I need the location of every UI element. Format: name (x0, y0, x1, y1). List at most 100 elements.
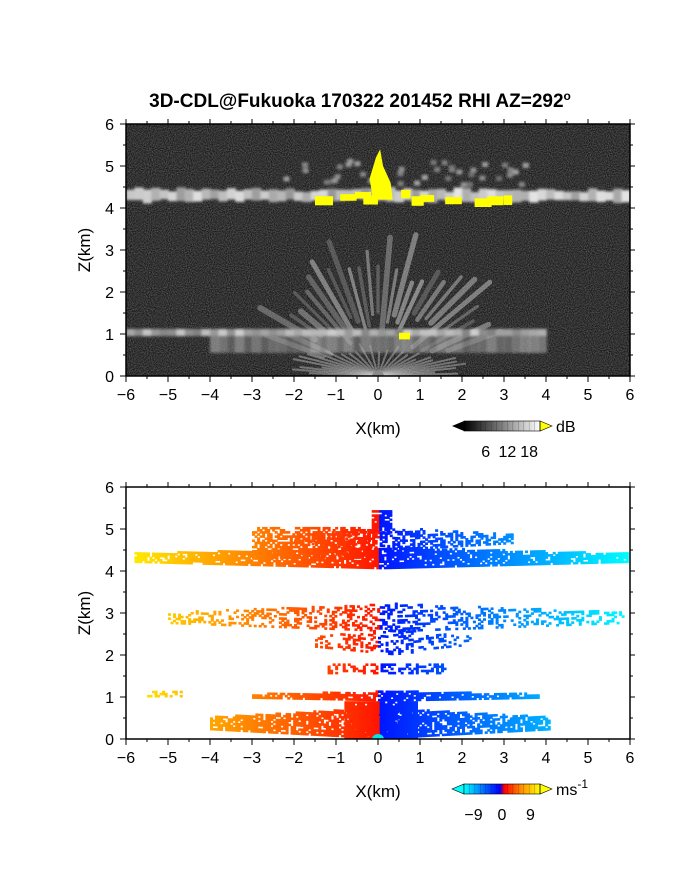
y-tick-label: 4 (105, 201, 114, 218)
velocity-cell (446, 716, 450, 720)
velocity-cell (428, 669, 432, 673)
velocity-cell (276, 610, 280, 614)
upper-layer-left-shelf (252, 526, 371, 559)
velocity-cell (420, 603, 424, 607)
velocity-cell (346, 720, 350, 723)
velocity-cell (260, 720, 264, 723)
velocity-cell (401, 557, 405, 561)
velocity-cell (379, 510, 383, 513)
velocity-cell (582, 557, 586, 560)
velocity-cell (182, 551, 186, 554)
velocity-cell (257, 553, 261, 556)
velocity-cell (414, 714, 418, 717)
velocity-cell (327, 533, 331, 536)
velocity-cell (277, 552, 281, 555)
velocity-cell (292, 545, 296, 549)
velocity-cell (385, 692, 389, 696)
velocity-cell (313, 724, 317, 728)
velocity-cell (352, 646, 356, 650)
velocity-cell (454, 558, 458, 562)
velocity-cell (515, 612, 519, 616)
velocity-cell (336, 730, 340, 733)
velocity-cell (449, 729, 453, 732)
velocity-cell (315, 645, 319, 648)
velocity-cell (315, 563, 319, 566)
velocity-cell (482, 555, 486, 559)
core-speck (401, 189, 411, 199)
velocity-cell (449, 565, 453, 568)
velocity-cell (548, 615, 552, 619)
echo-cell (134, 328, 144, 337)
velocity-cell (436, 550, 440, 554)
velocity-cell (405, 645, 409, 648)
velocity-cell (435, 617, 439, 621)
velocity-cell (374, 533, 378, 537)
velocity-cell (397, 625, 401, 629)
velocity-cell (456, 718, 460, 721)
velocity-cell (381, 554, 385, 557)
velocity-cell (357, 532, 361, 536)
velocity-cell (409, 566, 413, 569)
velocity-cell (311, 542, 315, 546)
velocity-cell (312, 693, 316, 696)
velocity-cell (491, 695, 495, 698)
velocity-cell (303, 558, 307, 562)
velocity-cell (310, 560, 314, 564)
velocity-cell (346, 728, 350, 732)
velocity-cell (344, 718, 348, 721)
velocity-cell (359, 726, 363, 729)
velocity-cell (495, 619, 499, 623)
velocity-cell (497, 549, 501, 552)
velocity-cell (337, 550, 341, 553)
velocity-cell (398, 669, 402, 673)
y-tick-label: 3 (105, 243, 114, 260)
velocity-cell (294, 609, 298, 612)
velocity-cell (459, 724, 463, 727)
velocity-cell (451, 564, 455, 568)
velocity-cell (497, 551, 501, 554)
velocity-cell (408, 696, 412, 700)
velocity-cell (497, 553, 501, 556)
velocity-cell (600, 559, 604, 562)
velocity-cell (227, 558, 231, 562)
velocity-cell (335, 550, 339, 553)
velocity-cell (212, 558, 216, 561)
velocity-cell (352, 634, 356, 637)
velocity-cell (364, 720, 368, 723)
velocity-cell (439, 727, 443, 731)
velocity-cell (458, 691, 462, 695)
echo-cell (252, 328, 262, 337)
velocity-cell (362, 618, 366, 621)
velocity-cell (482, 716, 486, 720)
velocity-cell (621, 615, 625, 618)
velocity-cell (517, 727, 521, 731)
velocity-cell (464, 558, 468, 561)
echo-cell (604, 191, 615, 201)
velocity-cell (552, 551, 556, 555)
velocity-cell (403, 667, 407, 671)
velocity-cell (433, 698, 437, 701)
velocity-cell (175, 621, 179, 625)
velocity-cell (509, 555, 513, 558)
velocity-cell (312, 533, 316, 536)
velocity-cell (427, 533, 431, 537)
velocity-cell (254, 545, 258, 549)
velocity-cell (399, 551, 403, 555)
velocity-cell (391, 564, 395, 568)
velocity-cell (540, 611, 544, 615)
velocity-cell (342, 550, 346, 553)
velocity-cell (411, 565, 415, 569)
velocity-cell (260, 722, 264, 725)
velocity-cell (298, 715, 302, 719)
velocity-cell (439, 731, 443, 735)
velocity-cell (568, 623, 572, 627)
velocity-cell (502, 719, 506, 723)
velocity-cell (228, 623, 232, 627)
velocity-cell (341, 538, 345, 541)
velocity-cell (275, 712, 279, 716)
velocity-cell (469, 562, 473, 566)
echo-cell (201, 328, 211, 337)
velocity-cell (532, 720, 536, 723)
velocity-cell (426, 561, 430, 565)
near-ground-streak (324, 349, 379, 376)
